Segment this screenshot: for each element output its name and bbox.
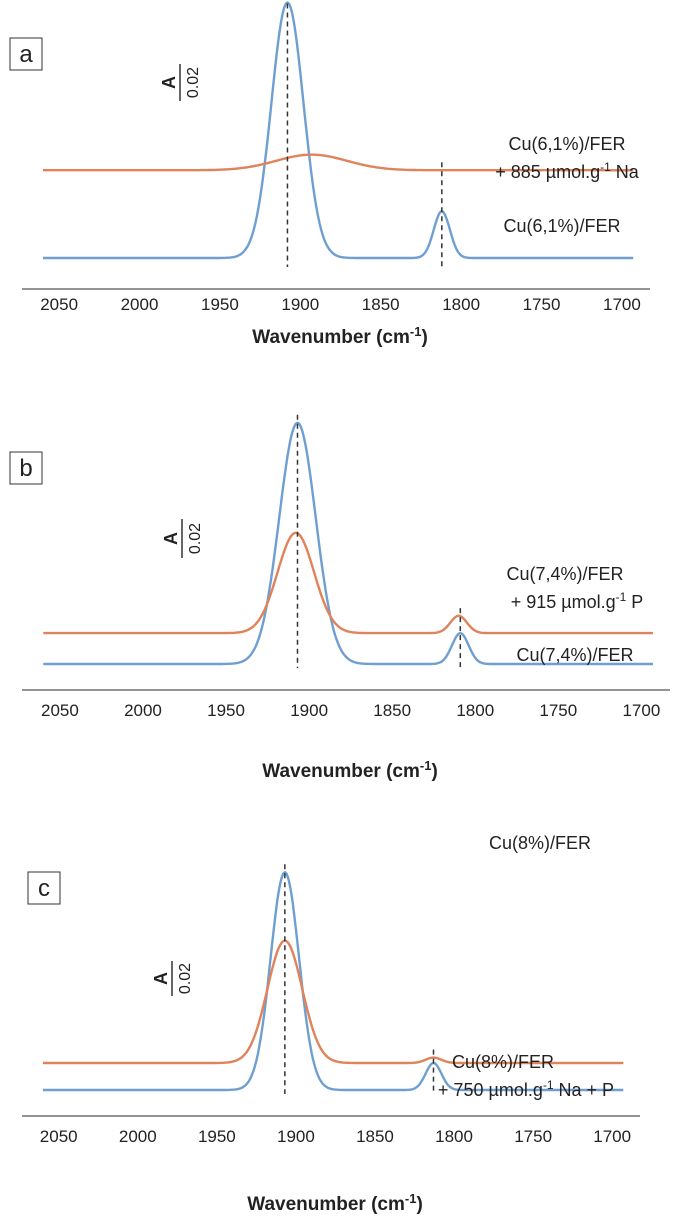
x-axis-label-sup: -1 bbox=[420, 758, 432, 773]
x-tick-label: 2000 bbox=[121, 295, 159, 314]
absorbance-scale-bar: A 0.02 bbox=[151, 961, 194, 996]
panel-label-box bbox=[9, 451, 43, 485]
x-axis-label-sup: -1 bbox=[410, 324, 422, 339]
panel-label: a bbox=[19, 41, 33, 68]
x-tick-label: 1800 bbox=[442, 295, 480, 314]
x-tick-label: 1700 bbox=[593, 1127, 631, 1146]
treated-line2-sup: -1 bbox=[600, 160, 611, 174]
series-label-reference: Cu(7,4%)/FER bbox=[516, 645, 633, 665]
scale-bar-label-bottom: 0.02 bbox=[187, 523, 204, 554]
x-axis-label-main: Wavenumber (cm bbox=[247, 1194, 405, 1215]
x-tick-label: 1800 bbox=[435, 1127, 473, 1146]
scale-bar-label-bottom: 0.02 bbox=[185, 67, 202, 98]
series-label-treated: Cu(6,1%)/FER bbox=[508, 134, 625, 154]
x-axis-label-sup: -1 bbox=[405, 1191, 417, 1206]
x-axis-label: Wavenumber (cm-1) bbox=[252, 324, 428, 348]
series-line-reference bbox=[43, 1, 634, 260]
x-tick-label: 1850 bbox=[373, 701, 411, 720]
x-tick-label: 1900 bbox=[281, 295, 319, 314]
panel-label-box bbox=[27, 871, 61, 905]
series-label-reference: Cu(6,1%)/FER bbox=[503, 216, 620, 236]
scale-bar-label-top: A bbox=[161, 532, 181, 545]
treated-line2-pre: + 750 µmol.g bbox=[438, 1080, 543, 1100]
series-label-treated-line2: + 885 µmol.g-1 Na bbox=[495, 160, 640, 182]
x-tick-label: 1950 bbox=[201, 295, 239, 314]
panel-c: c 2050 2000 1950 1900 1850 1800 1750 1700 Wavenum… bbox=[22, 833, 640, 1215]
x-tick-label: 1800 bbox=[456, 701, 494, 720]
x-tick-label: 1750 bbox=[514, 1127, 552, 1146]
x-tick-label: 1700 bbox=[603, 295, 641, 314]
x-tick-label: 1750 bbox=[523, 295, 561, 314]
panel-label: b bbox=[19, 455, 32, 482]
series-label-treated-line2: + 915 µmol.g-1 P bbox=[511, 590, 644, 612]
x-tick-label: 2050 bbox=[41, 701, 79, 720]
x-axis-label-end: ) bbox=[416, 1194, 422, 1215]
x-axis-label-main: Wavenumber (cm bbox=[262, 761, 420, 782]
series-line-reference bbox=[42, 871, 624, 1092]
series-label-reference: Cu(8%)/FER bbox=[489, 833, 591, 853]
scale-bar-label-bottom: 0.02 bbox=[177, 963, 194, 994]
x-tick-label: 2000 bbox=[124, 701, 162, 720]
x-tick-label: 2050 bbox=[40, 295, 78, 314]
panel-label: c bbox=[38, 875, 50, 902]
treated-line2-sup: -1 bbox=[543, 1078, 554, 1092]
x-axis-label: Wavenumber (cm-1) bbox=[247, 1191, 423, 1215]
absorbance-scale-bar: A 0.02 bbox=[159, 64, 202, 101]
x-axis-label-end: ) bbox=[431, 761, 437, 782]
series-label-treated-line2: + 750 µmol.g-1 Na + P bbox=[438, 1078, 614, 1100]
panel-label-box bbox=[9, 37, 43, 71]
x-tick-label: 1850 bbox=[356, 1127, 394, 1146]
treated-line2-post: P bbox=[626, 592, 643, 612]
x-axis-label-end: ) bbox=[421, 327, 427, 348]
series-label-treated: Cu(8%)/FER bbox=[452, 1052, 554, 1072]
x-tick-label: 2000 bbox=[119, 1127, 157, 1146]
treated-line2-post: Na + P bbox=[554, 1080, 615, 1100]
x-tick-label: 1950 bbox=[207, 701, 245, 720]
x-tick-label: 2050 bbox=[40, 1127, 78, 1146]
series-line-treated bbox=[42, 939, 624, 1065]
absorbance-scale-bar: A 0.02 bbox=[161, 519, 204, 558]
x-tick-label: 1750 bbox=[539, 701, 577, 720]
series-label-treated: Cu(7,4%)/FER bbox=[506, 564, 623, 584]
series-line-treated bbox=[43, 153, 634, 172]
x-tick-label: 1850 bbox=[362, 295, 400, 314]
treated-line2-sup: -1 bbox=[616, 590, 627, 604]
scale-bar-label-top: A bbox=[151, 972, 171, 985]
treated-line2-post: Na bbox=[611, 162, 640, 182]
treated-line2-pre: + 915 µmol.g bbox=[511, 592, 616, 612]
series-line-reference bbox=[43, 421, 653, 666]
x-tick-label: 1700 bbox=[622, 701, 660, 720]
panel-b: b 2050 2000 1950 1900 1850 1800 1750 1700 Wavenum… bbox=[9, 414, 670, 782]
scale-bar-label-top: A bbox=[159, 76, 179, 89]
panel-a: a 2050 2000 1950 1900 1850 1800 1750 1700 Wavenum… bbox=[9, 0, 650, 348]
x-tick-label: 1900 bbox=[277, 1127, 315, 1146]
series-line-treated bbox=[43, 531, 653, 635]
x-tick-label: 1950 bbox=[198, 1127, 236, 1146]
treated-line2-pre: + 885 µmol.g bbox=[495, 162, 600, 182]
x-axis-label: Wavenumber (cm-1) bbox=[262, 758, 438, 782]
x-tick-label: 1900 bbox=[290, 701, 328, 720]
x-axis-label-main: Wavenumber (cm bbox=[252, 327, 410, 348]
